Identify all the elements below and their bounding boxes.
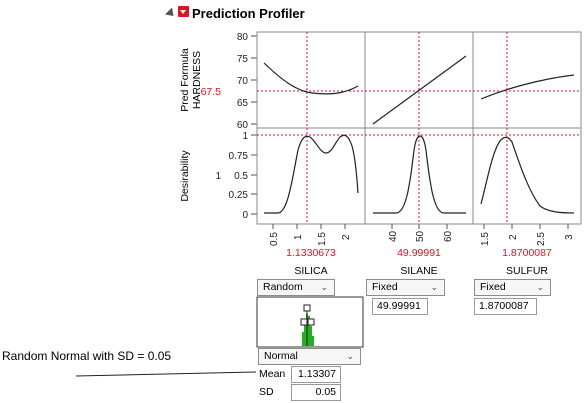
chevron-down-icon: ⌄ [430, 282, 438, 292]
sd-label: SD [259, 386, 274, 398]
sulfur-current-value[interactable]: 1.8700087 [502, 247, 552, 259]
silica-factor-name: SILICA [294, 265, 327, 277]
response-tick-label: 65 [237, 98, 249, 109]
sulfur-x-ticks: 1.5 2 2.5 3 [480, 224, 575, 246]
silica-x-ticks: 0.5 1 1.5 2 [269, 224, 352, 246]
sulfur-tick-label: 1.5 [480, 232, 491, 246]
sulfur-desirability-curve [480, 136, 575, 214]
sulfur-tick-label: 2 [508, 234, 519, 240]
annotation-text: Random Normal with SD = 0.05 [2, 349, 172, 363]
mean-label: Mean [259, 368, 286, 380]
sulfur-tick-label: 3 [564, 234, 575, 240]
response-tick-label: 75 [237, 54, 249, 65]
silane-current-value[interactable]: 49.99991 [397, 247, 441, 259]
sulfur-fixed-value-input[interactable]: 1.8700087 [474, 298, 537, 315]
sulfur-response-cell[interactable] [472, 31, 582, 129]
distribution-type-dropdown[interactable]: Normal ⌄ [258, 348, 361, 365]
desirability-tick-label: 0.5 [234, 171, 248, 182]
silane-x-ticks: 40 50 60 [388, 224, 454, 242]
profiler-title-bar: Prediction Profiler [164, 4, 584, 24]
desirability-ticks: 1 0.75 0.5 0.25 0 [229, 131, 257, 221]
silica-tick-label: 1 [293, 234, 304, 240]
silane-mode-label: Fixed [372, 281, 398, 293]
distribution-handle[interactable] [307, 318, 315, 326]
silane-factor-name: SILANE [400, 265, 437, 277]
response-tick-label: 70 [237, 76, 249, 87]
desirability-tick-label: 0.75 [229, 151, 249, 162]
silica-response-cell[interactable] [256, 31, 366, 129]
silica-desirability-curve [264, 134, 359, 214]
chevron-down-icon: ⌄ [346, 351, 354, 361]
profiler-title: Prediction Profiler [192, 6, 305, 21]
annotation-leader-line [75, 371, 257, 377]
desirability-ylabel: Desirability [179, 150, 191, 202]
sulfur-response-curve [480, 74, 575, 100]
distribution-handle[interactable] [303, 304, 311, 312]
chevron-down-icon: ⌄ [320, 282, 328, 292]
desirability-tick-label: 1 [242, 131, 248, 142]
response-ylabel-line2: HARDNESS [191, 51, 203, 109]
response-ylabel-line1: Pred Formula [179, 48, 191, 112]
silane-tick-label: 60 [443, 230, 454, 242]
silane-mode-dropdown[interactable]: Fixed ⌄ [366, 279, 445, 296]
silica-mode-label: Random [263, 281, 303, 293]
sulfur-mode-label: Fixed [480, 281, 506, 293]
silane-tick-label: 40 [388, 230, 399, 242]
silica-tick-label: 2 [341, 234, 352, 240]
mean-value-input[interactable]: 1.13307 [291, 366, 341, 383]
silica-desirability-cell[interactable] [256, 127, 366, 225]
silica-mode-dropdown[interactable]: Random ⌄ [257, 279, 335, 296]
chevron-down-icon: ⌄ [536, 282, 544, 292]
red-triangle-menu-icon[interactable] [178, 6, 189, 17]
silane-desirability-curve [373, 135, 466, 214]
silane-response-curve [372, 55, 467, 125]
desirability-tick-label: 0.25 [229, 190, 249, 201]
desirability-tick-label: 0 [242, 210, 248, 221]
response-tick-label: 80 [237, 32, 249, 43]
sulfur-desirability-cell[interactable] [472, 127, 582, 225]
sulfur-mode-dropdown[interactable]: Fixed ⌄ [474, 279, 551, 296]
sulfur-factor-name: SULFUR [506, 265, 548, 277]
response-ticks: 80 75 70 65 60 [237, 32, 257, 131]
distribution-handle[interactable] [300, 318, 308, 326]
desirability-current-value: 1 [215, 171, 221, 182]
silica-response-curve [263, 62, 359, 95]
sulfur-tick-label: 2.5 [536, 232, 547, 246]
response-tick-label: 60 [237, 120, 249, 131]
silica-tick-label: 1.5 [317, 232, 328, 246]
response-current-value: 67.5 [201, 86, 222, 98]
silica-current-value[interactable]: 1.1330673 [286, 247, 336, 259]
sd-value-input[interactable]: 0.05 [291, 384, 341, 401]
silane-fixed-value-input[interactable]: 49.99991 [372, 298, 428, 315]
silica-tick-label: 0.5 [269, 232, 280, 246]
silane-tick-label: 50 [415, 230, 426, 242]
distribution-type-label: Normal [264, 350, 298, 362]
